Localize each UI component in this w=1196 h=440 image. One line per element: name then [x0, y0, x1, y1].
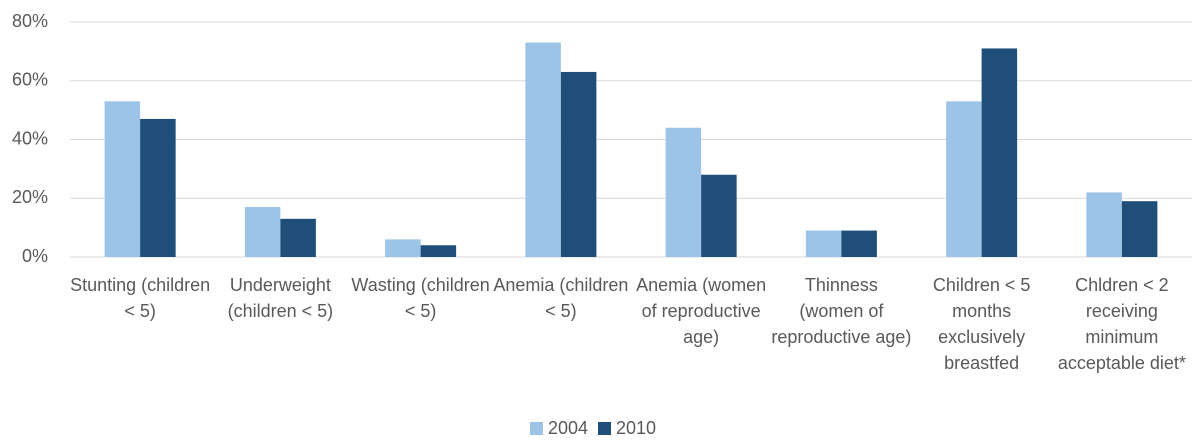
bar [981, 48, 1018, 257]
bar [385, 239, 421, 257]
bar [104, 101, 141, 257]
x-tick-label: Stunting (children < 5) [70, 275, 211, 321]
y-tick-label: 40% [12, 128, 48, 148]
legend-label: 2010 [616, 418, 657, 438]
x-tick-label: Underweight (children < 5) [227, 275, 334, 321]
bar [1121, 201, 1158, 257]
legend-label: 2004 [547, 418, 588, 438]
legend-item: 2010 [598, 418, 656, 439]
bar [244, 207, 281, 257]
bar [1086, 192, 1122, 257]
x-tick-label: Thinness (women of reproductive age) [771, 275, 912, 347]
y-tick-label: 20% [12, 187, 48, 207]
bar [701, 174, 737, 257]
x-tick-label: Wasting (children < 5) [351, 275, 490, 321]
y-tick-label: 80% [12, 11, 48, 31]
bar [525, 42, 561, 257]
bar [280, 218, 316, 257]
x-tick-label: Chldren < 2 receiving minimum acceptable… [1057, 275, 1186, 373]
legend-swatch [598, 422, 611, 435]
bar [841, 230, 877, 257]
bar [560, 71, 597, 257]
y-tick-label: 60% [12, 70, 48, 90]
x-tick-label: Children < 5 months exclusively breastfe… [932, 275, 1031, 373]
bar [420, 245, 457, 257]
x-tick-label: Anemia (children < 5) [493, 275, 629, 321]
bar [805, 230, 842, 257]
bar [946, 101, 982, 257]
legend-swatch [529, 422, 543, 435]
legend-item: 2004 [529, 418, 588, 439]
y-tick-label: 0% [22, 246, 48, 266]
legend: 2004 2010 [0, 418, 1196, 439]
x-tick-label: Anemia (women of reproductive age) [636, 275, 767, 347]
bar [665, 127, 702, 257]
bar [140, 118, 176, 257]
